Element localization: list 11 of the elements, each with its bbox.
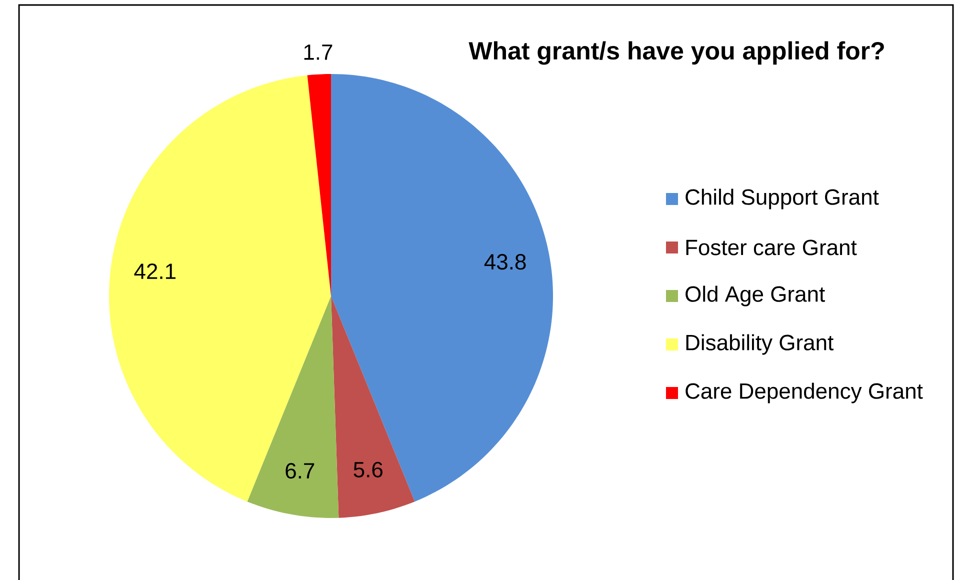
legend-label: Disability Grant [686, 334, 834, 355]
legend-label: Child Support Grant [686, 188, 879, 210]
data-label: 6.7 [286, 463, 314, 479]
data-label: 42.1 [134, 264, 176, 279]
legend-label: Care Dependency Grant [686, 382, 923, 404]
legend-label: Old Age Grant [686, 286, 825, 306]
data-label: 5.6 [354, 462, 382, 478]
chart-title: What grant/s have you applied for? [468, 41, 884, 65]
data-label: 1.7 [304, 44, 332, 60]
legend-label: Foster care Grant [686, 240, 857, 256]
data-label: 43.8 [484, 254, 526, 270]
